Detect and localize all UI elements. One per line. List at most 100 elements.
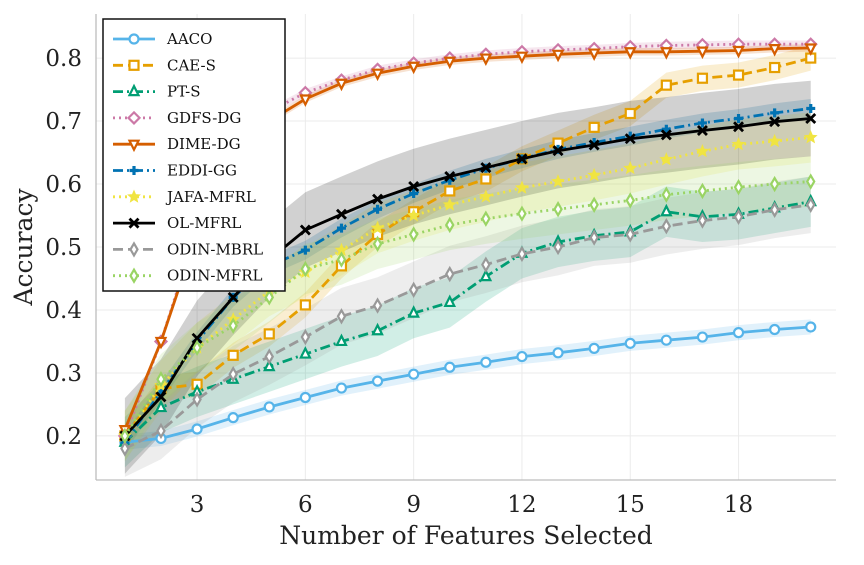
aaco-line [124,325,811,444]
aaco-point [299,391,311,404]
aaco-point [480,356,492,368]
ol-mfrl-point [191,332,203,344]
odin-mfrl-point [228,317,238,334]
x-tick-label: 15 [616,492,645,518]
dime-dg-point [804,43,818,56]
legend-label-cae-s: CAE-S [167,56,216,74]
legend-item-gdfs-dg: GDFS-DG [113,109,241,127]
odin-mbrl-band [124,176,811,477]
odin-mfrl-point [372,235,383,253]
eddi-gg-point [661,124,671,134]
y-tick-label: 0.7 [45,109,82,135]
odin-mfrl-point [517,205,527,222]
ol-mfrl-point [335,208,347,220]
odin-mfrl-point [661,186,672,203]
legend-item-ol-mfrl: OL-MFRL [113,214,241,232]
jafa-mfrl-point [623,160,638,175]
cae-s-point [227,349,239,361]
odin-mfrl-point [733,178,744,196]
legend-item-eddi-gg: EDDI-GG [113,162,237,180]
legend-item-pt-s: PT-S [113,83,201,101]
y-tick-label: 0.4 [45,298,82,324]
legend-item-aaco: AACO [113,30,212,48]
x-tick-label: 18 [724,492,753,518]
legend-label-odin-mfrl: ODIN-MFRL [167,267,263,285]
odin-mbrl-point [444,265,455,283]
odin-mfrl-point [625,192,636,209]
odin-mfrl-point [805,173,816,190]
odin-mfrl-point [408,226,419,243]
eddi-gg-point [336,223,346,233]
pt-s-point [407,305,420,318]
pt-s-point [299,346,312,359]
aaco-point [227,412,239,424]
cae-s-point [624,107,636,120]
legend: AACO CAE-S PT-S GDFS-DG DIME-DG EDDI-GG JAFA-M… [102,18,286,292]
y-axis-title: Accuracy [9,188,38,307]
eddi-gg-point [373,204,383,214]
odin-mbrl-point [192,391,202,408]
odin-mbrl-point [228,366,238,383]
pt-s-point [479,268,493,282]
pt-s-line [123,200,811,444]
jafa-mfrl-point [406,208,421,222]
legend-marker-odin-mfrl [129,267,139,284]
aaco-point [444,361,456,373]
odin-mbrl-point [661,218,672,235]
aaco-point [624,337,636,349]
cae-s-point [769,61,781,74]
ol-mfrl-point [805,113,817,125]
cae-s-point [299,299,311,311]
dime-dg-point [768,44,781,57]
pt-s-point [335,333,348,347]
odin-mfrl-point [264,289,275,306]
ol-mfrl-point [588,139,600,151]
legend-marker-pt-s [127,83,141,97]
aaco-point [588,342,600,354]
legend-label-ol-mfrl: OL-MFRL [167,214,241,232]
dime-dg-point [696,46,709,60]
axes [95,14,836,481]
pt-s-band [124,176,811,468]
legend-marker-aaco [128,33,140,45]
odin-mfrl-point [336,251,347,268]
aaco-point [660,334,672,346]
cae-s-band [124,45,811,449]
odin-mfrl-point [697,182,708,200]
ol-mfrl-point [696,125,708,136]
jafa-mfrl-point [370,220,385,235]
ol-mfrl-point [480,162,492,174]
odin-mbrl-point [589,229,599,246]
dime-dg-point [623,47,637,60]
y-tick-label: 0.2 [45,424,82,450]
jafa-mfrl-point [442,197,457,211]
odin-mfrl-series [120,173,816,445]
jafa-mfrl-point [514,180,529,194]
odin-mbrl-point [300,328,311,346]
cae-s-point [444,185,456,197]
aaco-series [119,321,817,448]
cae-s-point [480,173,492,185]
odin-mbrl-point [120,440,130,457]
dime-dg-point [732,45,745,59]
odin-mfrl-point [192,339,202,356]
legend-marker-odin-mbrl [129,241,139,258]
odin-mfrl-line [123,180,811,437]
dime-dg-point [335,78,348,92]
aaco-point [516,350,528,363]
jafa-mfrl-point [767,133,782,148]
eddi-gg-point [734,114,744,124]
tick-labels: 3 6 9 12 15 18 0.2 0.3 0.4 0.5 0.6 0.7 0.8 [45,46,753,518]
y-tick-label: 0.5 [45,235,82,261]
eddi-gg-point [300,245,310,255]
legend-marker-dime-dg [127,139,141,153]
odin-mfrl-point [444,216,455,234]
aaco-point [191,423,203,435]
dime-dg-point [587,48,601,62]
odin-mfrl-point [300,260,311,278]
dime-dg-point [551,49,565,63]
ol-mfrl-point [408,181,420,193]
legend-label-aaco: AACO [166,30,212,48]
legend-item-dime-dg: DIME-DG [113,135,241,153]
legend-item-odin-mfrl: ODIN-MFRL [113,267,263,285]
